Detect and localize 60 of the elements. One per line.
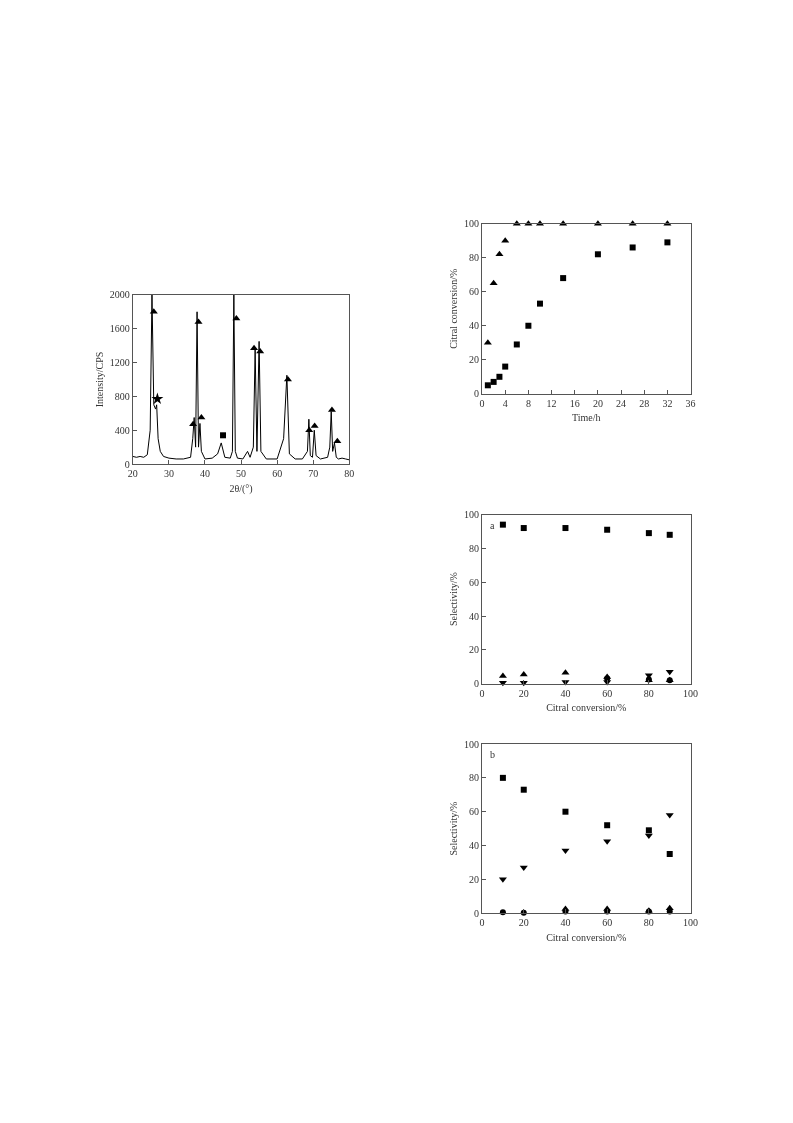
x-tick-label: 40: [560, 917, 571, 929]
y-axis-title: Citral conversion/%: [448, 268, 460, 349]
y-tick-label: 100: [464, 509, 480, 521]
y-tick-label: 20: [469, 354, 480, 366]
y-tick-label: 1200: [109, 357, 130, 369]
x-tick-label: 60: [602, 687, 613, 699]
x-tick-label: 4: [502, 397, 508, 409]
x-tick-label: 100: [683, 687, 699, 699]
y-tick-label: 20: [469, 644, 480, 656]
y-tick-label: 20: [469, 873, 480, 885]
x-tick-label: 60: [602, 917, 613, 929]
x-axis-title: Citral conversion/%: [546, 931, 627, 943]
x-tick-label: 60: [272, 468, 283, 480]
y-tick-label: 40: [469, 840, 480, 852]
y-axis-title: Selectivity/%: [448, 801, 460, 856]
x-tick-label: 70: [308, 468, 319, 480]
x-tick-label: 40: [200, 468, 210, 480]
x-axis-title: Citral conversion/%: [546, 702, 627, 714]
annotation: b: [490, 749, 495, 760]
x-tick-label: 16: [569, 397, 580, 409]
annotation: a: [490, 520, 495, 531]
y-tick-label: 40: [469, 320, 480, 332]
y-tick-label: 400: [114, 424, 130, 436]
y-tick-label: 0: [474, 678, 480, 690]
x-tick-label: 40: [560, 687, 571, 699]
x-tick-label: 100: [683, 917, 699, 929]
y-tick-label: 60: [469, 286, 480, 298]
x-tick-label: 20: [518, 917, 529, 929]
y-tick-label: 0: [474, 907, 480, 919]
x-tick-label: 36: [685, 397, 696, 409]
x-tick-label: 28: [639, 397, 650, 409]
y-tick-label: 1600: [109, 323, 130, 335]
x-tick-label: 80: [344, 468, 355, 480]
x-tick-label: 20: [518, 687, 529, 699]
x-axis-title: 2θ/(°): [229, 482, 253, 495]
y-tick-label: 60: [469, 576, 480, 588]
y-axis-title: Selectivity/%: [448, 572, 460, 627]
y-tick-label: 0: [474, 388, 480, 400]
x-tick-label: 30: [163, 468, 174, 480]
y-tick-label: 100: [464, 738, 480, 750]
y-axis-title: Intensity/CPS: [93, 351, 105, 408]
y-tick-label: 60: [469, 806, 480, 818]
y-tick-label: 0: [124, 458, 130, 470]
x-tick-label: 12: [546, 397, 557, 409]
y-tick-label: 2000: [109, 289, 130, 301]
x-tick-label: 80: [643, 917, 654, 929]
x-tick-label: 20: [127, 468, 138, 480]
x-tick-label: 24: [616, 397, 627, 409]
x-tick-label: 80: [643, 687, 654, 699]
y-tick-label: 100: [464, 218, 480, 230]
x-axis-title: Time/h: [572, 412, 601, 424]
x-tick-label: 8: [525, 397, 531, 409]
x-tick-label: 32: [662, 397, 673, 409]
x-tick-label: 50: [236, 468, 247, 480]
y-tick-label: 80: [469, 772, 480, 784]
y-tick-label: 800: [114, 390, 130, 402]
x-tick-label: 20: [592, 397, 603, 409]
y-tick-label: 40: [469, 610, 480, 622]
y-tick-label: 80: [469, 252, 480, 264]
y-tick-label: 80: [469, 542, 480, 554]
